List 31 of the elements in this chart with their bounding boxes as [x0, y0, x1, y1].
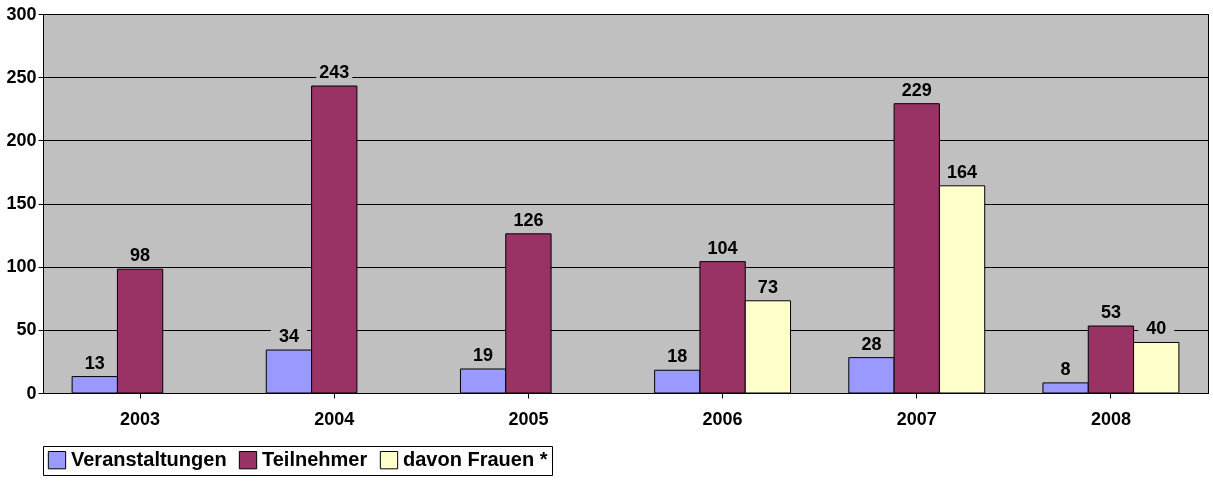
- x-tick-label: 2006: [702, 408, 743, 429]
- data-label: 73: [757, 276, 778, 297]
- data-label: 53: [1100, 302, 1121, 323]
- data-label: 18: [667, 346, 688, 367]
- x-tick-label: 2005: [508, 408, 549, 429]
- data-label: 13: [84, 352, 105, 373]
- y-tick-label: 200: [6, 129, 37, 150]
- legend-label: Veranstaltungen: [71, 448, 227, 471]
- x-tick-label: 2003: [120, 408, 161, 429]
- data-label: 40: [1146, 318, 1167, 339]
- data-label: 104: [707, 237, 738, 258]
- data-label: 164: [947, 161, 978, 182]
- y-tick-label: 250: [6, 66, 37, 87]
- x-tick-label: 2008: [1090, 408, 1131, 429]
- y-tick-label: 300: [6, 3, 37, 24]
- data-label: 34: [278, 326, 299, 347]
- y-tick-label: 50: [16, 319, 37, 340]
- data-label: 243: [319, 62, 350, 83]
- data-label: 229: [901, 79, 932, 100]
- data-label: 28: [861, 333, 882, 354]
- data-label: 126: [513, 209, 544, 230]
- y-tick-label: 100: [6, 256, 37, 277]
- y-tick-label: 0: [26, 382, 37, 403]
- x-tick-label: 2004: [314, 408, 355, 429]
- legend-label: davon Frauen *: [403, 448, 548, 471]
- data-label: 8: [1060, 358, 1071, 379]
- data-label: 19: [473, 345, 494, 365]
- legend-label: Teilnehmer: [262, 448, 368, 471]
- y-tick-label: 150: [6, 193, 37, 213]
- data-label: 98: [130, 245, 151, 266]
- x-tick-label: 2007: [896, 408, 937, 429]
